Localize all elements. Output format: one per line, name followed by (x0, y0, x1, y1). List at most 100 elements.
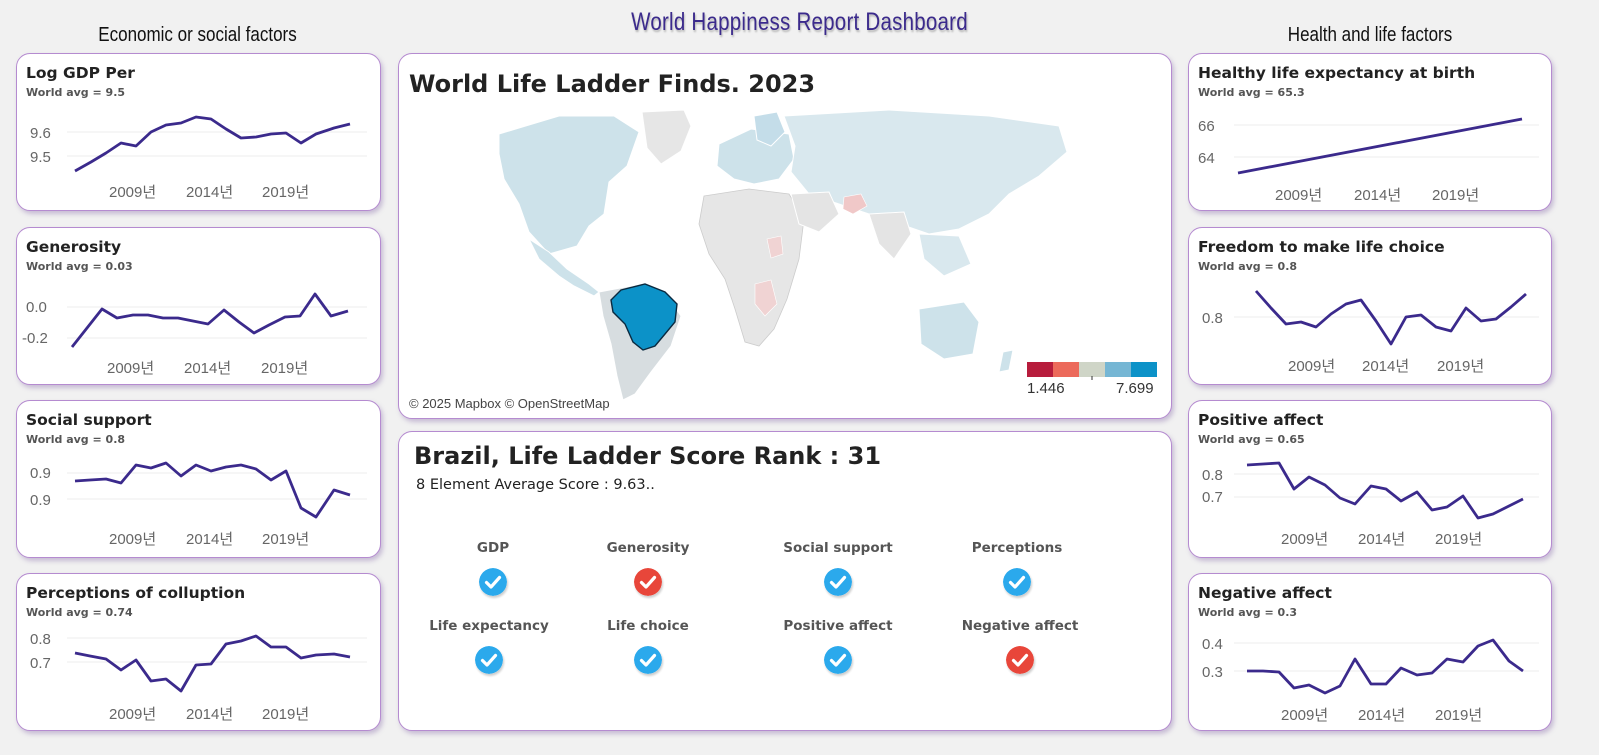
kpi-card-gdp[interactable]: Log GDP Per World avg = 9.5 9.6 9.5 2009… (16, 53, 381, 211)
dashboard-title: World Happiness Report Dashboard (631, 8, 968, 36)
kpi-card-freedom[interactable]: Freedom to make life choice World avg = … (1188, 227, 1552, 385)
kpi-world-avg: World avg = 0.03 (26, 260, 133, 273)
brazil-shape[interactable] (610, 283, 678, 351)
kpi-line-chart[interactable]: 0.8 0.7 2009년 2014년 2019년 (1189, 401, 1552, 558)
factor-label: Social support (783, 540, 893, 556)
factor-positive-affect: Positive affect (748, 618, 928, 674)
series-line (1246, 461, 1524, 520)
x-tick-label: 2009년 (109, 531, 156, 548)
factor-label: Generosity (606, 540, 690, 556)
x-tick-label: 2009년 (1281, 707, 1328, 724)
kpi-card-life-expectancy[interactable]: Healthy life expectancy at birth World a… (1188, 53, 1552, 211)
check-icon (634, 646, 662, 674)
x-tick-label: 2019년 (1435, 707, 1482, 724)
check-icon (824, 646, 852, 674)
series-line (1237, 117, 1523, 175)
x-tick-label: 2009년 (1288, 358, 1335, 375)
map-credit[interactable]: © 2025 Mapbox © OpenStreetMap (409, 396, 610, 411)
kpi-title: Log GDP Per (26, 64, 135, 82)
kpi-title: Generosity (26, 238, 122, 256)
x-tick-label: 2009년 (1281, 531, 1328, 548)
y-tick-label: 0.3 (1202, 664, 1223, 681)
x-tick-label: 2014년 (186, 184, 233, 201)
factor-label: Life choice (607, 618, 689, 634)
kpi-title: Healthy life expectancy at birth (1198, 64, 1476, 82)
kpi-line-chart[interactable]: 9.6 9.5 2009년 2014년 2019년 (17, 54, 381, 211)
check-icon (479, 568, 507, 596)
x-tick-label: 2009년 (1275, 187, 1322, 204)
check-icon (824, 568, 852, 596)
y-tick-label: 0.0 (26, 299, 47, 316)
kpi-card-generosity[interactable]: Generosity World avg = 0.03 0.0 -0.2 200… (16, 227, 381, 385)
kpi-world-avg: World avg = 0.65 (1198, 433, 1305, 446)
x-tick-label: 2019년 (1435, 531, 1482, 548)
y-tick-label: 0.7 (1202, 489, 1223, 506)
x-tick-label: 2014년 (186, 531, 233, 548)
factor-label: Life expectancy (429, 618, 549, 634)
kpi-title: Perceptions of colluption (26, 584, 246, 602)
kpi-world-avg: World avg = 65.3 (1198, 86, 1305, 99)
x-tick-label: 2014년 (1354, 187, 1401, 204)
series-line (1247, 638, 1524, 695)
x-tick-label: 2014년 (184, 360, 231, 377)
factor-generosity: Generosity (558, 540, 738, 596)
series-line (74, 115, 351, 173)
y-tick-label: 0.8 (1202, 310, 1223, 327)
factor-life-choice: Life choice (558, 618, 738, 674)
x-tick-label: 2014년 (1362, 358, 1409, 375)
map-card[interactable]: World Life Ladder Finds. 2023 © 2025 Map… (398, 53, 1172, 419)
rank-subtitle: 8 Element Average Score : 9.63.. (416, 477, 655, 493)
x-tick-label: 2009년 (109, 706, 156, 723)
check-icon (1003, 568, 1031, 596)
x-tick-label: 2009년 (109, 184, 156, 201)
kpi-world-avg: World avg = 0.74 (26, 606, 133, 619)
y-tick-label: 0.9 (30, 492, 51, 509)
x-tick-label: 2019년 (1432, 187, 1479, 204)
factor-label: Perceptions (971, 540, 1063, 556)
right-section-label: Health and life factors (1287, 24, 1453, 46)
x-tick-label: 2014년 (1358, 707, 1405, 724)
kpi-title: Social support (26, 411, 152, 429)
rank-title: Brazil, Life Ladder Score Rank : 31 (414, 442, 882, 470)
kpi-line-chart[interactable]: 0.8 0.7 2009년 2014년 2019년 (17, 574, 381, 731)
kpi-world-avg: World avg = 0.8 (1198, 260, 1298, 273)
x-tick-label: 2019년 (262, 531, 309, 548)
y-tick-label: 0.8 (30, 631, 51, 648)
y-tick-label: 0.7 (30, 655, 51, 672)
kpi-card-social-support[interactable]: Social support World avg = 0.8 0.9 0.9 2… (16, 400, 381, 558)
factor-social-support: Social support (748, 540, 928, 596)
factor-life-expectancy: Life expectancy (399, 618, 579, 674)
y-tick-label: 9.6 (30, 125, 51, 142)
y-tick-label: 66 (1198, 118, 1215, 135)
kpi-line-chart[interactable]: 66 64 2009년 2014년 2019년 (1189, 54, 1552, 211)
kpi-card-negative-affect[interactable]: Negative affect World avg = 0.3 0.4 0.3 … (1188, 573, 1552, 731)
check-icon (1006, 646, 1034, 674)
kpi-title: Positive affect (1198, 411, 1324, 429)
x-tick-label: 2019년 (262, 706, 309, 723)
kpi-card-positive-affect[interactable]: Positive affect World avg = 0.65 0.8 0.7… (1188, 400, 1552, 558)
factor-negative-affect: Negative affect (930, 618, 1110, 674)
kpi-line-chart[interactable]: 0.8 2009년 2014년 2019년 (1189, 228, 1552, 385)
x-tick-label: 2019년 (1437, 358, 1484, 375)
legend-max: 7.699 (1116, 380, 1154, 397)
legend-min: 1.446 (1027, 380, 1065, 397)
kpi-card-corruption[interactable]: Perceptions of colluption World avg = 0.… (16, 573, 381, 731)
kpi-world-avg: World avg = 9.5 (26, 86, 126, 99)
factor-label: Positive affect (783, 618, 893, 634)
kpi-line-chart[interactable]: 0.9 0.9 2009년 2014년 2019년 (17, 401, 381, 558)
y-tick-label: 64 (1198, 150, 1215, 167)
kpi-title: Negative affect (1198, 584, 1332, 602)
kpi-world-avg: World avg = 0.3 (1198, 606, 1298, 619)
factor-gdp: GDP (403, 540, 583, 596)
series-line (70, 292, 349, 348)
kpi-line-chart[interactable]: 0.4 0.3 2009년 2014년 2019년 (1189, 574, 1552, 731)
kpi-line-chart[interactable]: 0.0 -0.2 2009년 2014년 2019년 (17, 228, 381, 385)
y-tick-label: 9.5 (30, 149, 51, 166)
x-tick-label: 2019년 (262, 184, 309, 201)
left-section-label: Economic or social factors (98, 24, 297, 46)
series-line (74, 461, 351, 519)
map-title: World Life Ladder Finds. 2023 (409, 70, 816, 98)
world-map[interactable] (399, 54, 1172, 419)
factor-label: GDP (476, 540, 510, 556)
y-tick-label: 0.4 (1202, 636, 1223, 653)
